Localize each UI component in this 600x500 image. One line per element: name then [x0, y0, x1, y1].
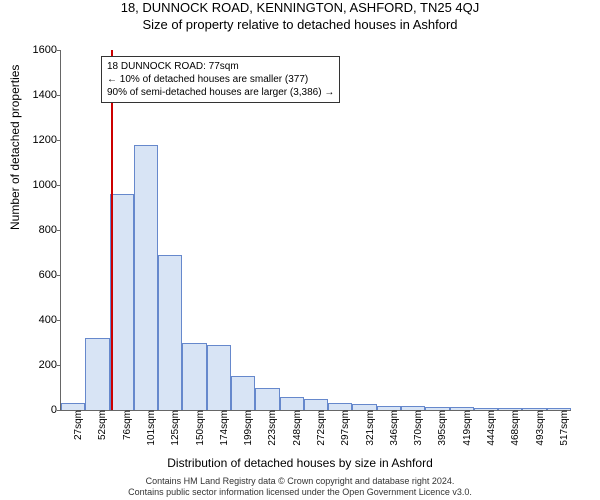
- footer-line1: Contains HM Land Registry data © Crown c…: [0, 476, 600, 487]
- y-tick-mark: [57, 140, 61, 141]
- x-tick-label: 468sqm: [506, 410, 521, 446]
- x-tick-label: 493sqm: [531, 410, 546, 446]
- y-tick-mark: [57, 230, 61, 231]
- histogram-bar: [207, 345, 231, 410]
- x-tick-label: 395sqm: [433, 410, 448, 446]
- y-tick-mark: [57, 50, 61, 51]
- x-tick-label: 297sqm: [336, 410, 351, 446]
- histogram-bar: [182, 343, 206, 411]
- page-title: 18, DUNNOCK ROAD, KENNINGTON, ASHFORD, T…: [0, 0, 600, 15]
- histogram-bar: [158, 255, 182, 410]
- histogram-bar: [61, 403, 85, 410]
- marker-line: [111, 50, 113, 410]
- x-tick-label: 321sqm: [361, 410, 376, 446]
- annotation-box: 18 DUNNOCK ROAD: 77sqm ← 10% of detached…: [101, 56, 340, 103]
- x-tick-label: 223sqm: [263, 410, 278, 446]
- y-axis-label: Number of detached properties: [8, 65, 22, 230]
- histogram-bar: [231, 376, 255, 410]
- annotation-line1: 18 DUNNOCK ROAD: 77sqm: [107, 60, 334, 73]
- histogram-bar: [85, 338, 109, 410]
- x-tick-label: 76sqm: [118, 410, 133, 440]
- footer-text: Contains HM Land Registry data © Crown c…: [0, 476, 600, 498]
- histogram-bar: [304, 399, 328, 410]
- x-tick-label: 101sqm: [142, 410, 157, 446]
- y-tick-mark: [57, 365, 61, 366]
- x-tick-label: 248sqm: [288, 410, 303, 446]
- y-tick-mark: [57, 275, 61, 276]
- histogram-bar: [134, 145, 158, 411]
- x-axis-label: Distribution of detached houses by size …: [0, 456, 600, 470]
- footer-line2: Contains public sector information licen…: [0, 487, 600, 498]
- x-tick-label: 272sqm: [312, 410, 327, 446]
- x-tick-label: 27sqm: [69, 410, 84, 440]
- x-tick-label: 150sqm: [191, 410, 206, 446]
- x-tick-label: 52sqm: [93, 410, 108, 440]
- y-tick-mark: [57, 95, 61, 96]
- x-tick-label: 125sqm: [166, 410, 181, 446]
- x-tick-label: 199sqm: [239, 410, 254, 446]
- page-subtitle: Size of property relative to detached ho…: [0, 17, 600, 32]
- x-tick-label: 346sqm: [385, 410, 400, 446]
- annotation-line3: 90% of semi-detached houses are larger (…: [107, 86, 334, 99]
- x-tick-label: 370sqm: [409, 410, 424, 446]
- histogram-chart: 0200400600800100012001400160027sqm52sqm7…: [60, 50, 571, 411]
- x-tick-label: 174sqm: [215, 410, 230, 446]
- y-tick-mark: [57, 320, 61, 321]
- histogram-bar: [280, 397, 304, 411]
- histogram-bar: [255, 388, 279, 411]
- x-tick-label: 444sqm: [482, 410, 497, 446]
- x-tick-label: 419sqm: [458, 410, 473, 446]
- histogram-bar: [328, 403, 352, 410]
- y-tick-mark: [57, 410, 61, 411]
- histogram-bar: [110, 194, 134, 410]
- annotation-line2: ← 10% of detached houses are smaller (37…: [107, 73, 334, 86]
- y-tick-mark: [57, 185, 61, 186]
- x-tick-label: 517sqm: [555, 410, 570, 446]
